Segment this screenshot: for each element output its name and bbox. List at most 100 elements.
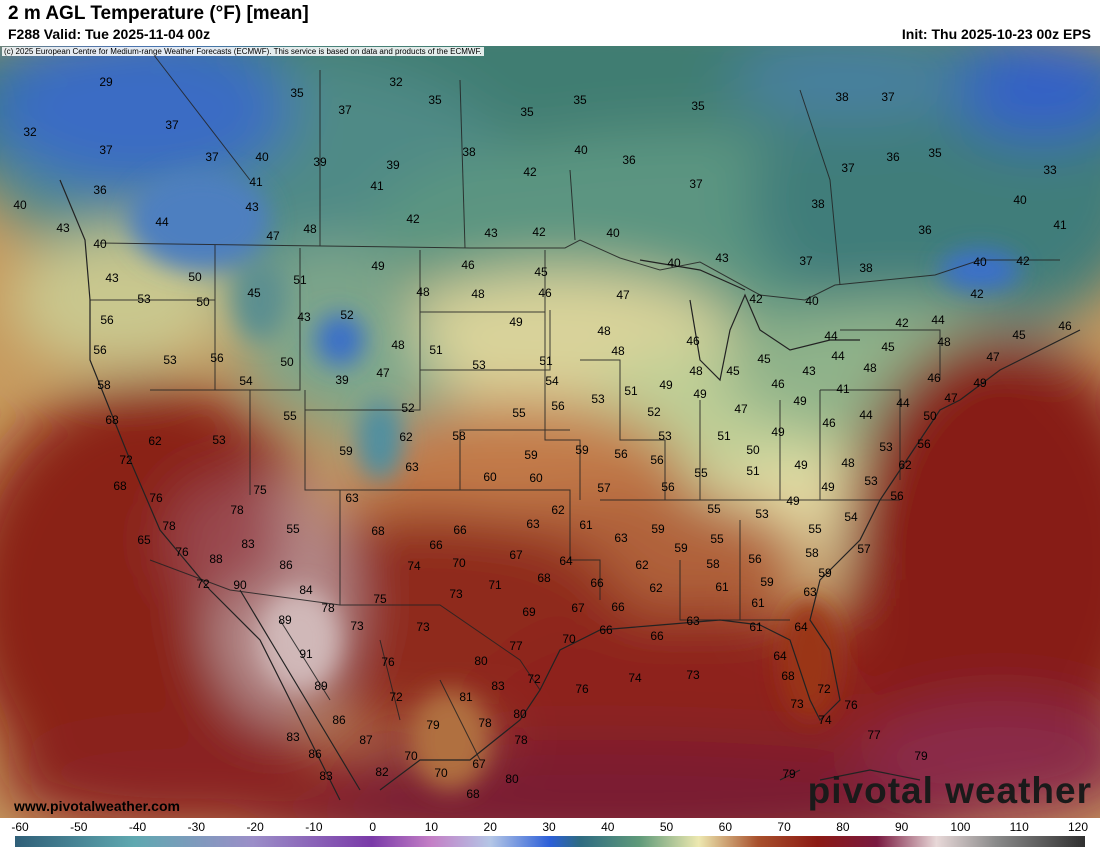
temperature-label: 66	[650, 629, 664, 643]
colorbar-tick-label: -10	[305, 820, 323, 834]
temperature-label: 63	[686, 614, 700, 628]
temperature-label: 52	[401, 401, 415, 415]
temperature-label: 42	[749, 292, 763, 306]
colorbar-tick-label: -50	[70, 820, 88, 834]
temperature-label: 86	[308, 747, 322, 761]
temperature-label: 74	[628, 671, 642, 685]
temperature-label: 54	[545, 374, 559, 388]
temperature-label: 35	[691, 99, 705, 113]
valid-time: F288 Valid: Tue 2025-11-04 00z	[8, 26, 211, 42]
temperature-label: 59	[651, 522, 665, 536]
temperature-label: 62	[551, 503, 565, 517]
temperature-label: 48	[937, 335, 951, 349]
temperature-label: 36	[93, 183, 107, 197]
temperature-label: 68	[466, 787, 480, 801]
temperature-label: 64	[794, 620, 808, 634]
temperature-label: 49	[693, 387, 707, 401]
temperature-map[interactable]: 29 32 37 37 35 32 37 35 35 35 35 38 37 36 37 40 39 39 38 40…	[0, 46, 1100, 818]
temperature-label: 37	[205, 150, 219, 164]
temperature-label: 35	[928, 146, 942, 160]
website-link[interactable]: www.pivotalweather.com	[14, 798, 180, 814]
temperature-label: 61	[715, 580, 729, 594]
temperature-label: 40	[574, 143, 588, 157]
temperature-label: 90	[233, 578, 247, 592]
temperature-label: 68	[371, 524, 385, 538]
temperature-label: 56	[650, 453, 664, 467]
temperature-label: 80	[505, 772, 519, 786]
temperature-label: 41	[249, 175, 263, 189]
temperature-label: 37	[799, 254, 813, 268]
temperature-label: 42	[532, 225, 546, 239]
temperature-label: 63	[614, 531, 628, 545]
temperature-label: 72	[196, 577, 210, 591]
temperature-label: 58	[97, 378, 111, 392]
temperature-label: 43	[715, 251, 729, 265]
temperature-label: 47	[376, 366, 390, 380]
temperature-label: 43	[245, 200, 259, 214]
temperature-label: 80	[474, 654, 488, 668]
temperature-label: 82	[375, 765, 389, 779]
temperature-label: 56	[890, 489, 904, 503]
temperature-label: 42	[970, 287, 984, 301]
temperature-label: 46	[771, 377, 785, 391]
temperature-label: 40	[1013, 193, 1027, 207]
temperature-label: 42	[895, 316, 909, 330]
temperature-label: 56	[210, 351, 224, 365]
temperature-label: 47	[734, 402, 748, 416]
temperature-label: 35	[290, 86, 304, 100]
temperature-label: 67	[509, 548, 523, 562]
init-time: Init: Thu 2025-10-23 00z EPS	[901, 26, 1091, 42]
colorbar-tick-label: 20	[483, 820, 497, 834]
temperature-label: 35	[428, 93, 442, 107]
temperature-label: 41	[836, 382, 850, 396]
brand-logo: pivotal weather	[807, 770, 1092, 811]
temperature-label: 61	[751, 596, 765, 610]
temperature-label: 74	[407, 559, 421, 573]
temperature-label: 66	[590, 576, 604, 590]
temperature-label: 39	[313, 155, 327, 169]
borders	[90, 49, 1060, 761]
temperature-label: 48	[391, 338, 405, 352]
temperature-label: 57	[857, 542, 871, 556]
temperature-label: 58	[452, 429, 466, 443]
temperature-label: 41	[1053, 218, 1067, 232]
temperature-label: 47	[986, 350, 1000, 364]
temperature-label: 58	[706, 557, 720, 571]
temperature-label: 48	[841, 456, 855, 470]
temperature-label: 70	[562, 632, 576, 646]
temperature-label: 89	[278, 613, 292, 627]
temperature-label: 55	[283, 409, 297, 423]
temperature-label: 39	[335, 373, 349, 387]
temperature-label: 59	[575, 443, 589, 457]
temperature-label: 48	[689, 364, 703, 378]
temperature-label: 49	[509, 315, 523, 329]
temperature-label: 62	[148, 434, 162, 448]
colorbar-gradient	[15, 836, 1085, 847]
temperature-label: 37	[881, 90, 895, 104]
colorbar-tick-label: 60	[718, 820, 733, 834]
temperature-label: 72	[527, 672, 541, 686]
colorbar-tick-label: 90	[894, 820, 909, 834]
temperature-label: 78	[162, 519, 176, 533]
temperature-label: 86	[332, 713, 346, 727]
temperature-label: 49	[786, 494, 800, 508]
colorbar-tick-label: 50	[659, 820, 674, 834]
temperature-label: 62	[649, 581, 663, 595]
temperature-label: 38	[835, 90, 849, 104]
temperature-label: 48	[471, 287, 485, 301]
temperature-label: 46	[686, 334, 700, 348]
temperature-label: 68	[105, 413, 119, 427]
temperature-label: 47	[616, 288, 630, 302]
temperature-label: 55	[707, 502, 721, 516]
temperature-label: 78	[230, 503, 244, 517]
temperature-label: 49	[821, 480, 835, 494]
temperature-label: 56	[917, 437, 931, 451]
temperature-label: 51	[539, 354, 553, 368]
temperature-label: 68	[113, 479, 127, 493]
colorbar-tick-label: 80	[836, 820, 850, 834]
temperature-label: 44	[155, 215, 169, 229]
colorbar-tick-label: -30	[187, 820, 205, 834]
temperature-label: 78	[514, 733, 528, 747]
temperature-label: 48	[597, 324, 611, 338]
